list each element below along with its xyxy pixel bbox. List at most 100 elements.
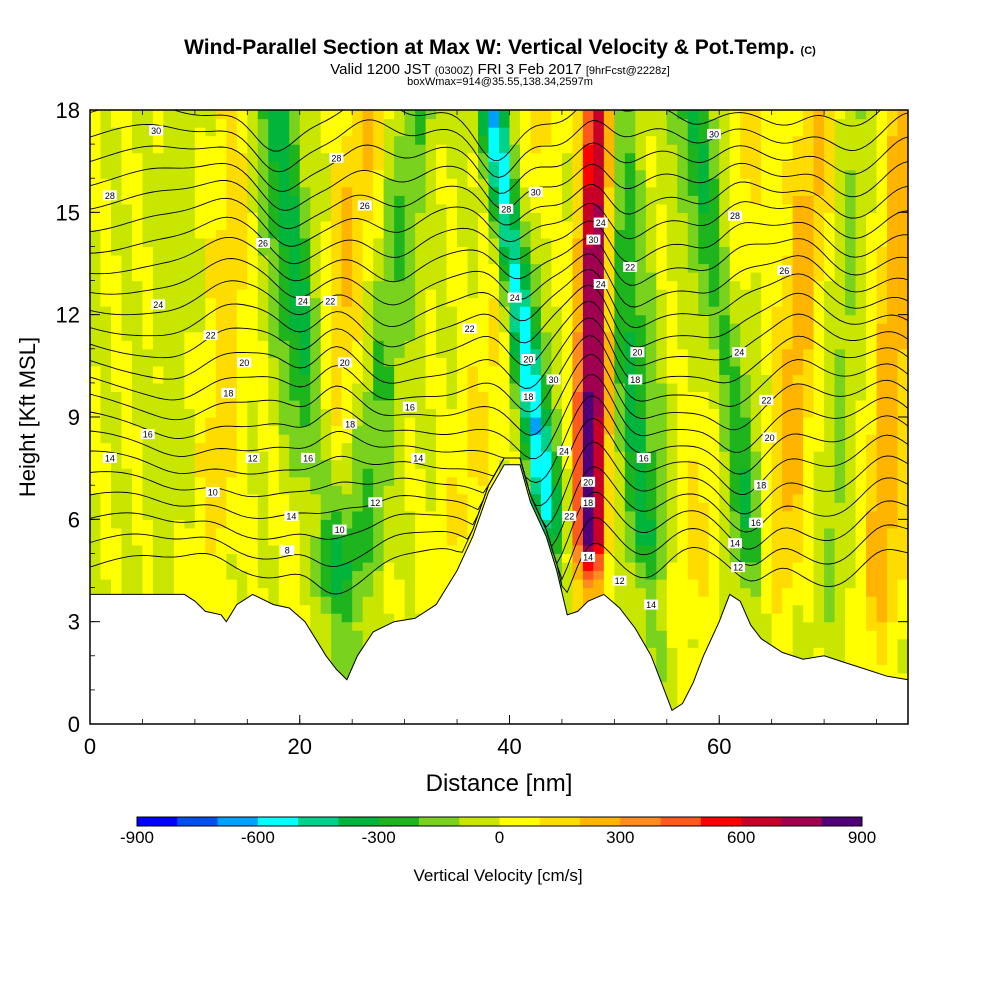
contour-label: 24 bbox=[295, 296, 310, 307]
contour-label: 24 bbox=[593, 279, 608, 290]
contour-label: 28 bbox=[728, 210, 742, 221]
colorbar-swatch bbox=[700, 817, 742, 826]
valid-time-text: Valid 1200 JST bbox=[330, 61, 431, 78]
contour-label: 30 bbox=[528, 186, 543, 197]
colorbar-frame bbox=[136, 816, 863, 827]
contour-label-text: 10 bbox=[208, 488, 218, 498]
chart-subtitle: Valid 1200 JST (0300Z) FRI 3 Feb 2017 [9… bbox=[0, 61, 1000, 78]
contour-label-text: 24 bbox=[596, 280, 606, 290]
chart-title: Wind-Parallel Section at Max W: Vertical… bbox=[0, 36, 1000, 60]
contour-label: 18 bbox=[343, 418, 358, 429]
contour-label-text: 28 bbox=[331, 153, 341, 163]
chart-title-text: Wind-Parallel Section at Max W: Vertical… bbox=[184, 36, 795, 59]
box-max-info: boxWmax=914@35.55,138.34,2597m bbox=[407, 76, 593, 88]
contour-label: 16 bbox=[301, 452, 316, 463]
contour-label: 24 bbox=[732, 347, 747, 358]
contour-label: 22 bbox=[462, 323, 477, 334]
contour-label-text: 14 bbox=[646, 600, 656, 610]
colorbar-swatch bbox=[217, 817, 259, 826]
contour-label-text: 28 bbox=[501, 204, 511, 214]
contour-label: 30 bbox=[707, 128, 721, 139]
contour-label-text: 14 bbox=[583, 552, 593, 562]
contour-label-text: 14 bbox=[730, 539, 740, 549]
contour-label: 26 bbox=[357, 200, 372, 211]
contour-label-text: 16 bbox=[751, 518, 761, 528]
contour-label: 30 bbox=[586, 234, 601, 245]
contour-label: 16 bbox=[402, 401, 417, 412]
y-tick-label: 12 bbox=[56, 303, 80, 328]
contour-label-text: 18 bbox=[345, 419, 355, 429]
colorbar-swatch bbox=[338, 817, 380, 826]
contour-label: 26 bbox=[256, 238, 270, 249]
contour-label-text: 22 bbox=[564, 511, 574, 521]
x-axis-label: Distance [nm] bbox=[426, 770, 573, 797]
contour-label: 30 bbox=[546, 374, 561, 385]
y-tick-label: 15 bbox=[56, 200, 80, 225]
colorbar-swatch bbox=[257, 817, 299, 826]
contour-label: 20 bbox=[581, 476, 596, 487]
contour-label-text: 16 bbox=[303, 453, 313, 463]
contour-label-text: 20 bbox=[340, 358, 350, 368]
y-tick-label: 18 bbox=[56, 98, 80, 123]
contour-label-text: 18 bbox=[756, 481, 766, 491]
colorbar-tick-label: 900 bbox=[848, 828, 876, 847]
contour-labels: 30 28 24 28 26 26 22 20 18 16 14 12 10 24 22 20 18 16 14 10… bbox=[102, 125, 792, 610]
contour-label-text: 22 bbox=[761, 395, 771, 405]
x-tick-label: 0 bbox=[84, 734, 96, 759]
contour-label: 14 bbox=[728, 538, 742, 549]
contour-label: 18 bbox=[221, 388, 236, 399]
contour-label: 16 bbox=[636, 452, 651, 463]
contour-label: 12 bbox=[612, 575, 627, 586]
colorbar-swatch bbox=[660, 817, 702, 826]
contour-label: 22 bbox=[562, 510, 577, 521]
contour-label: 18 bbox=[581, 497, 596, 508]
colorbar-swatch bbox=[459, 817, 500, 826]
chart-title-mark: (C) bbox=[800, 45, 816, 57]
contour-label-text: 20 bbox=[239, 358, 249, 368]
contour-label: 14 bbox=[644, 599, 659, 610]
contour-label-text: 10 bbox=[335, 525, 345, 535]
contour-label-text: 20 bbox=[583, 477, 593, 487]
colorbar-label: Vertical Velocity [cm/s] bbox=[413, 866, 582, 885]
y-tick-label: 9 bbox=[68, 405, 80, 430]
contour-label: 26 bbox=[777, 265, 792, 276]
colorbar-swatch bbox=[781, 817, 823, 826]
colorbar-tick-label: -300 bbox=[362, 828, 396, 847]
contour-label: 14 bbox=[581, 551, 596, 562]
terrain-mask bbox=[89, 464, 909, 725]
contour-label-text: 24 bbox=[734, 348, 744, 358]
contour-label-text: 26 bbox=[779, 266, 789, 276]
contour-label: 16 bbox=[140, 429, 155, 440]
contour-label: 22 bbox=[203, 330, 218, 341]
contour-label: 22 bbox=[323, 296, 338, 307]
contour-label: 30 bbox=[149, 125, 164, 136]
contour-label: 24 bbox=[593, 217, 608, 228]
contour-label: 12 bbox=[245, 452, 260, 463]
contour-label-text: 16 bbox=[143, 430, 153, 440]
contour-label: 10 bbox=[332, 524, 347, 535]
colorbar-tick-label: -900 bbox=[120, 828, 154, 847]
contour-label-text: 22 bbox=[465, 324, 475, 334]
contour-label: 18 bbox=[754, 480, 769, 491]
contour-label: 20 bbox=[237, 357, 252, 368]
y-axis-label: Height [Kft MSL] bbox=[15, 337, 40, 497]
contour-label-text: 14 bbox=[413, 453, 423, 463]
contour-label-text: 12 bbox=[370, 498, 380, 508]
contour-label-text: 30 bbox=[588, 235, 598, 245]
contour-label-text: 20 bbox=[632, 348, 642, 358]
y-tick-label: 6 bbox=[68, 507, 80, 532]
colorbar-tick-label: 300 bbox=[606, 828, 634, 847]
contour-label: 24 bbox=[557, 446, 571, 457]
contour-label: 20 bbox=[337, 357, 352, 368]
x-tick-label: 20 bbox=[288, 734, 312, 759]
valid-date-text: FRI 3 Feb 2017 bbox=[477, 61, 582, 78]
contour-label-text: 14 bbox=[286, 511, 296, 521]
contour-label-text: 18 bbox=[223, 389, 233, 399]
x-tick-label: 40 bbox=[497, 734, 521, 759]
contour-label: 24 bbox=[507, 292, 522, 303]
contour-label: 20 bbox=[521, 354, 536, 365]
y-tick-label: 0 bbox=[68, 712, 80, 737]
contour-label: 18 bbox=[521, 391, 536, 402]
contour-label: 20 bbox=[762, 432, 777, 443]
